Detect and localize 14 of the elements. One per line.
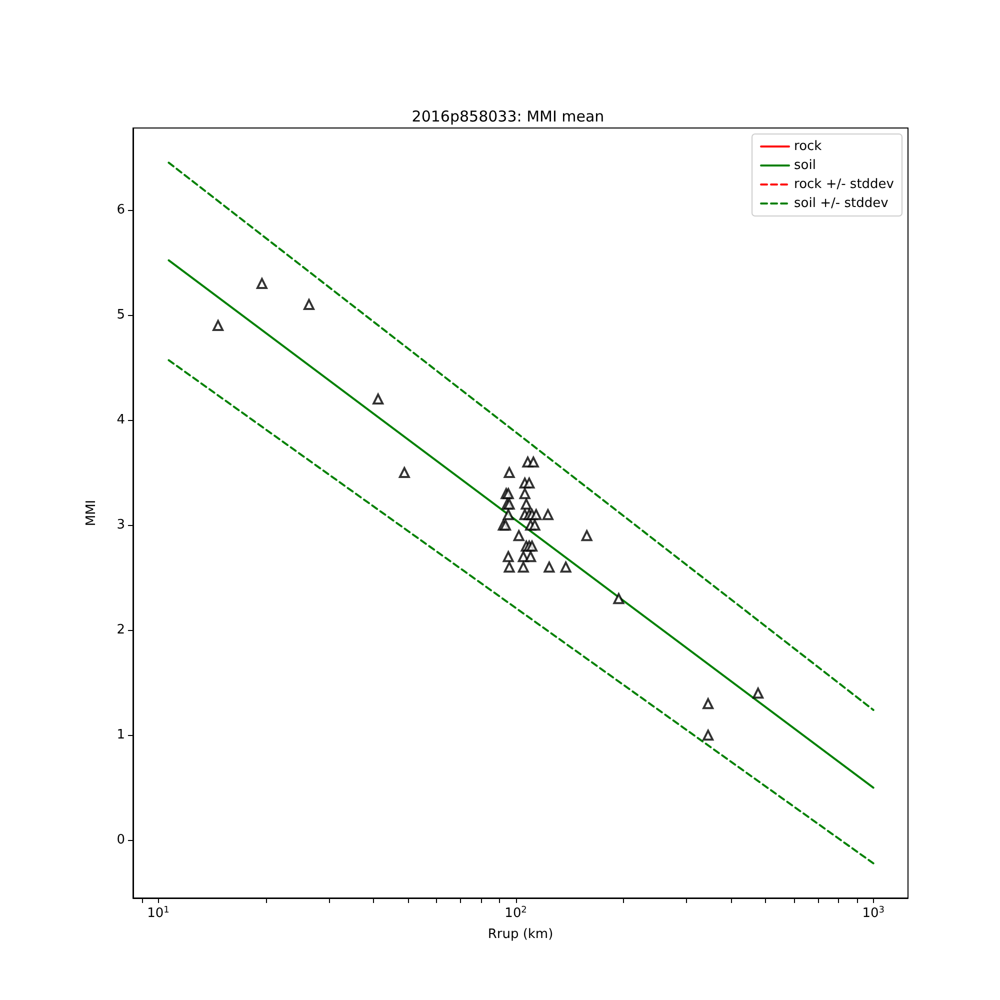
y-tick-label: 4 (116, 412, 125, 428)
legend-label: soil +/- stddev (794, 196, 889, 211)
y-tick-label: 2 (116, 622, 125, 638)
x-axis-title: Rrup (km) (488, 927, 554, 942)
y-axis-title: MMI (84, 500, 99, 526)
legend-label: rock +/- stddev (794, 177, 894, 192)
legend-label: rock (794, 139, 822, 154)
y-tick-label: 3 (116, 518, 125, 533)
y-tick-label: 6 (116, 202, 125, 218)
chart-title: 2016p858033: MMI mean (412, 108, 604, 126)
y-tick-label: 0 (116, 832, 125, 848)
y-tick-label: 5 (116, 307, 125, 322)
legend-label: soil (794, 158, 816, 173)
y-tick-label: 1 (116, 728, 125, 743)
